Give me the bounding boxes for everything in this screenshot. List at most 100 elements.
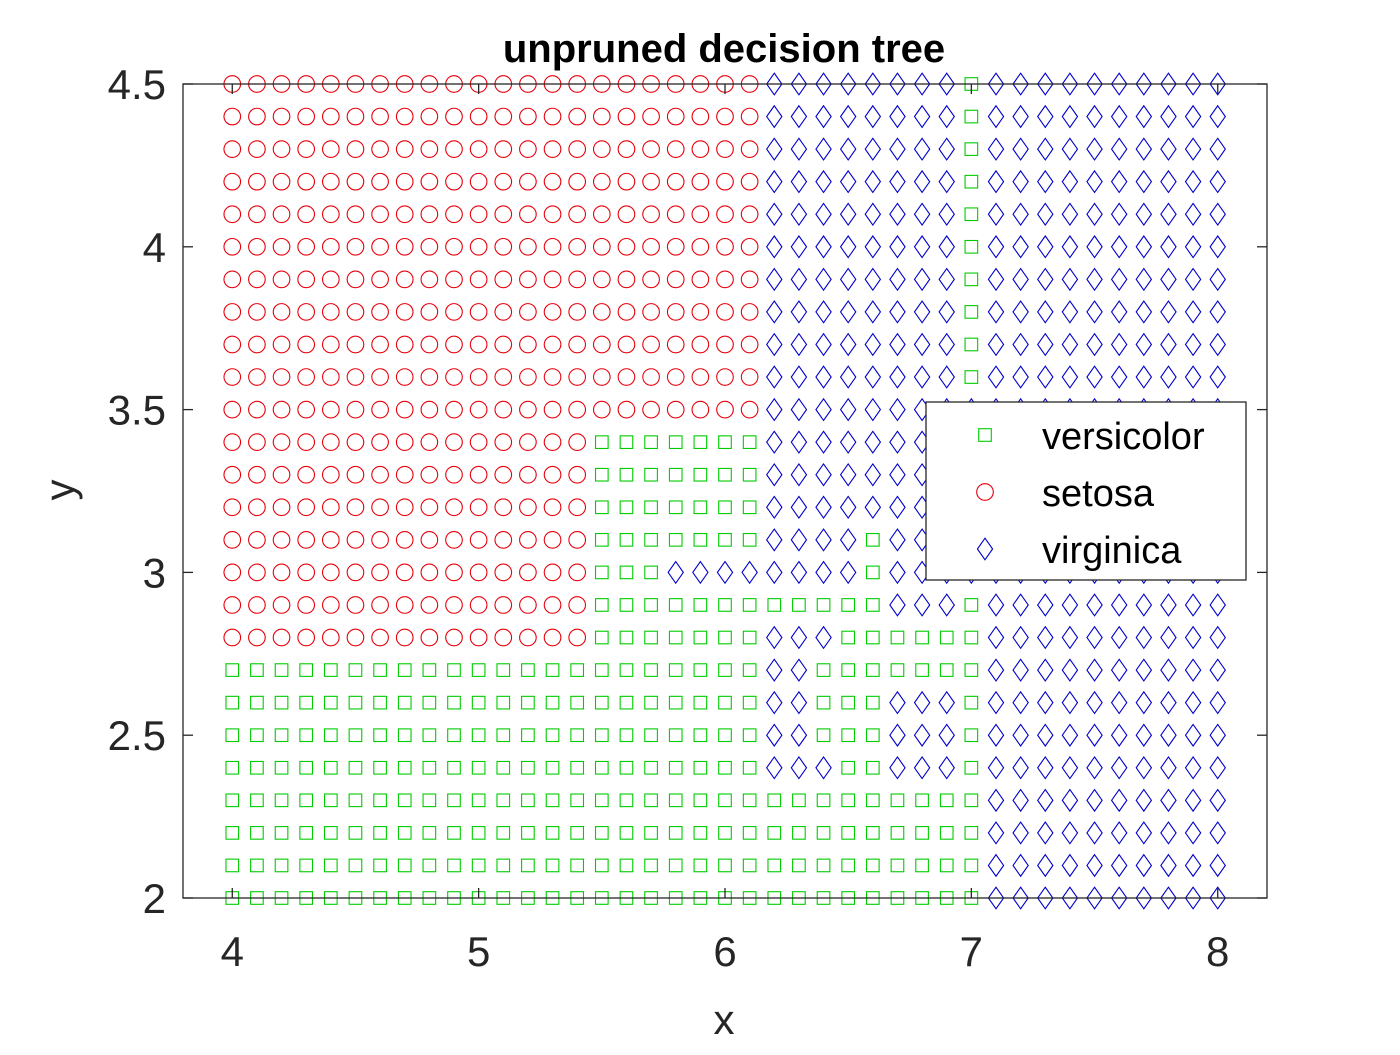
- point-virginica: [815, 365, 832, 389]
- point-virginica: [1135, 593, 1153, 617]
- point-virginica: [987, 300, 1005, 324]
- point-versicolor: [373, 760, 387, 775]
- point-virginica: [1061, 625, 1079, 650]
- point-virginica: [913, 332, 931, 357]
- point-setosa: [691, 400, 710, 419]
- point-virginica: [1160, 267, 1177, 292]
- point-versicolor: [939, 858, 954, 873]
- point-virginica: [938, 202, 955, 226]
- point-setosa: [371, 205, 389, 224]
- point-setosa: [420, 303, 439, 321]
- point-setosa: [420, 270, 439, 289]
- point-setosa: [519, 530, 537, 549]
- point-virginica: [1135, 202, 1153, 226]
- point-setosa: [371, 270, 389, 289]
- point-virginica: [815, 202, 832, 226]
- point-virginica: [766, 756, 783, 780]
- point-versicolor: [718, 467, 732, 482]
- point-setosa: [321, 465, 340, 484]
- point-virginica: [864, 137, 882, 161]
- point-virginica: [1061, 202, 1079, 226]
- x-axis-label: x: [714, 996, 735, 1043]
- point-setosa: [617, 303, 636, 321]
- point-versicolor: [964, 239, 979, 254]
- point-virginica: [790, 235, 808, 259]
- point-versicolor: [447, 663, 461, 677]
- point-virginica: [766, 300, 783, 324]
- point-virginica: [1160, 332, 1177, 357]
- point-versicolor: [619, 565, 634, 580]
- point-setosa: [321, 498, 340, 517]
- point-versicolor: [570, 663, 585, 677]
- point-setosa: [543, 107, 562, 126]
- point-setosa: [519, 465, 537, 484]
- point-setosa: [445, 400, 463, 419]
- point-virginica: [864, 300, 882, 324]
- point-setosa: [420, 400, 439, 419]
- point-setosa: [248, 530, 266, 549]
- point-virginica: [1086, 821, 1103, 845]
- point-versicolor: [594, 435, 609, 450]
- point-virginica: [766, 169, 783, 194]
- point-setosa: [223, 270, 242, 289]
- point-virginica: [1209, 690, 1226, 715]
- point-versicolor: [742, 435, 757, 450]
- point-virginica: [1209, 300, 1226, 324]
- point-versicolor: [718, 500, 732, 515]
- point-virginica: [889, 267, 906, 292]
- point-virginica: [987, 756, 1005, 780]
- point-virginica: [1135, 821, 1153, 845]
- point-setosa: [346, 303, 365, 321]
- point-versicolor: [447, 760, 461, 775]
- point-versicolor: [496, 695, 511, 710]
- point-versicolor: [299, 728, 314, 743]
- point-virginica: [741, 560, 758, 585]
- point-setosa: [469, 140, 488, 158]
- point-versicolor: [348, 793, 363, 808]
- point-versicolor: [422, 858, 437, 873]
- point-virginica: [1184, 723, 1202, 747]
- point-virginica: [1135, 235, 1153, 259]
- point-versicolor: [545, 826, 560, 840]
- point-versicolor: [742, 663, 757, 677]
- point-versicolor: [471, 695, 486, 710]
- point-setosa: [346, 205, 365, 224]
- y-tick-label: 3.5: [108, 387, 166, 434]
- point-virginica: [889, 723, 906, 747]
- point-virginica: [1135, 788, 1153, 813]
- point-versicolor: [718, 598, 732, 612]
- point-versicolor: [225, 728, 240, 743]
- point-virginica: [889, 690, 906, 715]
- point-virginica: [815, 528, 832, 552]
- point-versicolor: [841, 760, 856, 775]
- point-setosa: [642, 335, 660, 354]
- point-versicolor: [619, 793, 634, 808]
- point-setosa: [445, 205, 463, 224]
- point-versicolor: [644, 630, 658, 645]
- point-virginica: [839, 235, 857, 259]
- point-setosa: [568, 628, 587, 647]
- point-setosa: [248, 335, 266, 354]
- point-versicolor: [619, 598, 634, 612]
- point-virginica: [1160, 72, 1177, 96]
- point-versicolor: [323, 728, 338, 743]
- point-versicolor: [471, 728, 486, 743]
- point-versicolor: [767, 858, 782, 873]
- legend-marker-versicolor: [978, 428, 992, 442]
- point-virginica: [1037, 169, 1054, 194]
- point-setosa: [395, 628, 414, 647]
- point-virginica: [987, 625, 1005, 650]
- point-versicolor: [250, 695, 264, 710]
- point-versicolor: [422, 663, 437, 677]
- point-setosa: [716, 335, 734, 354]
- point-setosa: [592, 205, 611, 224]
- point-versicolor: [274, 793, 289, 808]
- point-virginica: [1086, 593, 1103, 617]
- point-setosa: [494, 335, 513, 354]
- point-versicolor: [447, 728, 461, 743]
- point-versicolor: [841, 695, 856, 710]
- point-versicolor: [570, 826, 585, 840]
- point-versicolor: [890, 663, 905, 677]
- point-versicolor: [939, 630, 954, 645]
- point-setosa: [321, 563, 340, 582]
